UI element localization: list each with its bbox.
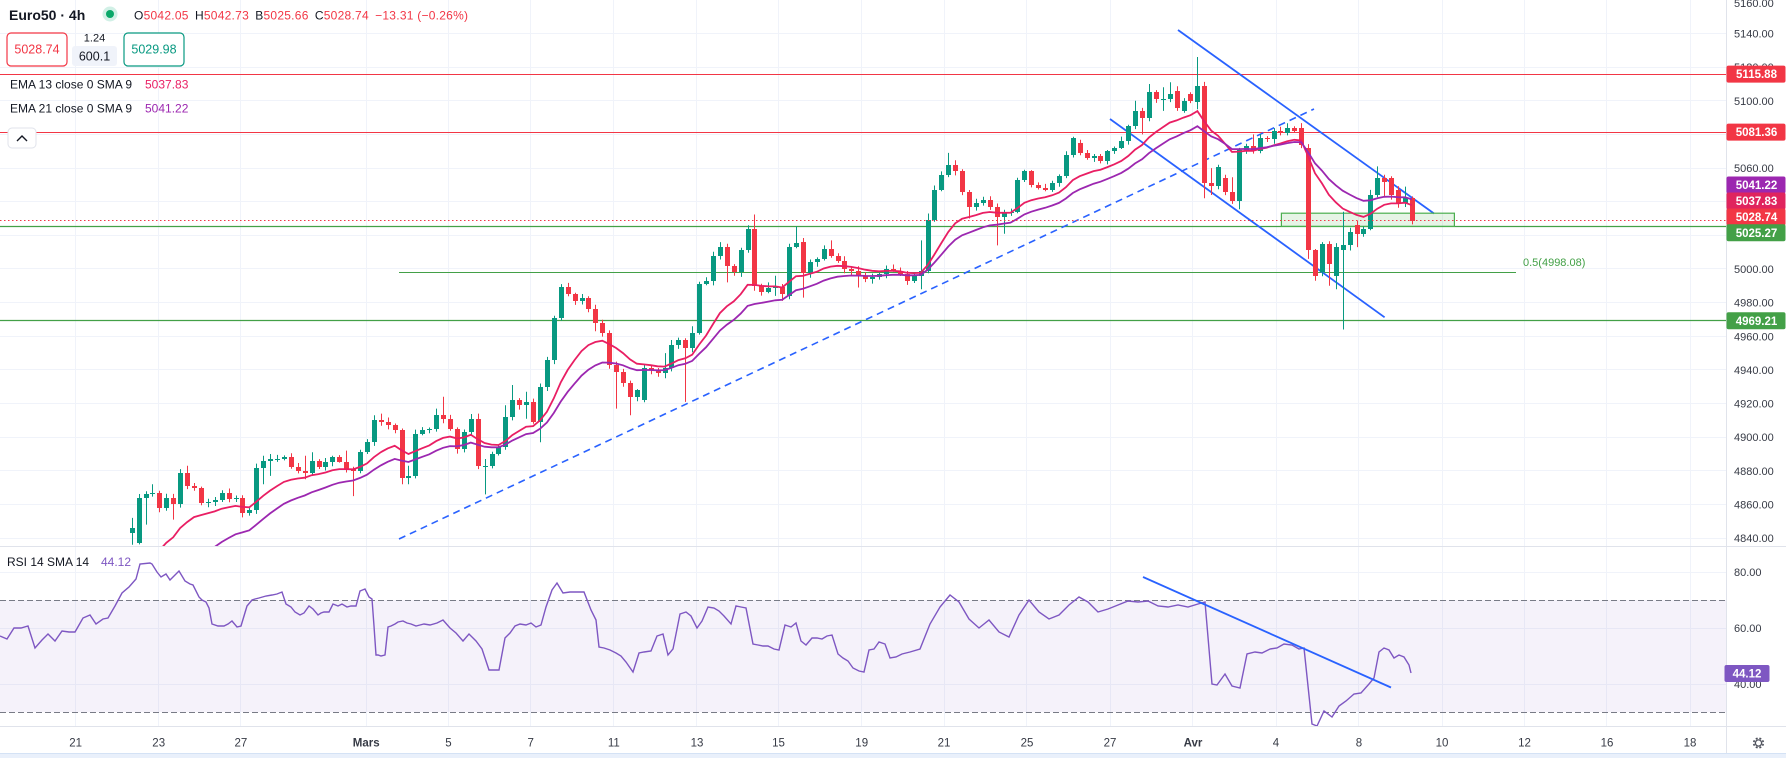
svg-text:21: 21 (938, 738, 951, 750)
svg-text:5100.00: 5100.00 (1734, 96, 1774, 108)
svg-text:5029.98: 5029.98 (131, 43, 176, 57)
svg-text:5025.27: 5025.27 (1736, 228, 1778, 240)
svg-text:4: 4 (1273, 738, 1280, 750)
svg-text:5037.83: 5037.83 (145, 78, 189, 92)
svg-text:4960.00: 4960.00 (1734, 331, 1774, 343)
svg-text:60.00: 60.00 (1734, 623, 1762, 635)
svg-text:5060.00: 5060.00 (1734, 163, 1774, 175)
svg-text:80.00: 80.00 (1734, 567, 1762, 579)
svg-text:4900.00: 4900.00 (1734, 432, 1774, 444)
svg-text:RSI 14 SMA 14: RSI 14 SMA 14 (7, 555, 89, 569)
svg-text:600.1: 600.1 (79, 50, 110, 64)
svg-text:13: 13 (691, 738, 704, 750)
svg-text:19: 19 (855, 738, 868, 750)
svg-text:5028.74: 5028.74 (14, 43, 59, 57)
svg-text:5081.36: 5081.36 (1736, 127, 1778, 139)
svg-text:12: 12 (1518, 738, 1531, 750)
svg-text:10: 10 (1436, 738, 1449, 750)
svg-text:4840.00: 4840.00 (1734, 533, 1774, 545)
svg-text:11: 11 (608, 738, 620, 750)
svg-text:EMA 13 close 0 SMA 9: EMA 13 close 0 SMA 9 (10, 78, 132, 92)
svg-text:44.12: 44.12 (101, 555, 131, 569)
svg-text:4969.21: 4969.21 (1736, 316, 1778, 328)
svg-text:8: 8 (1356, 738, 1362, 750)
svg-text:40.00: 40.00 (1734, 679, 1762, 691)
svg-text:27: 27 (235, 738, 248, 750)
svg-text:44.12: 44.12 (1733, 669, 1762, 681)
svg-text:5041.22: 5041.22 (1736, 180, 1778, 192)
svg-text:15: 15 (772, 738, 785, 750)
svg-text:23: 23 (152, 738, 165, 750)
svg-text:5160.00: 5160.00 (1734, 0, 1774, 10)
svg-text:O5042.05 H5042.73 B5025.66 C50: O5042.05 H5042.73 B5025.66 C5028.74 −13.… (134, 9, 468, 23)
svg-text:5028.74: 5028.74 (1736, 212, 1778, 224)
svg-text:Euro50 · 4h: Euro50 · 4h (9, 7, 85, 23)
svg-text:5041.22: 5041.22 (145, 102, 189, 116)
svg-text:18: 18 (1684, 738, 1697, 750)
svg-text:21: 21 (69, 738, 82, 750)
svg-text:Mars: Mars (353, 738, 380, 750)
svg-text:Avr: Avr (1184, 738, 1203, 750)
svg-text:27: 27 (1104, 738, 1117, 750)
svg-text:5000.00: 5000.00 (1734, 264, 1774, 276)
svg-text:4860.00: 4860.00 (1734, 500, 1774, 512)
svg-text:4980.00: 4980.00 (1734, 298, 1774, 310)
svg-text:7: 7 (527, 738, 533, 750)
svg-text:25: 25 (1021, 738, 1034, 750)
svg-text:1.24: 1.24 (84, 33, 105, 45)
svg-text:4940.00: 4940.00 (1734, 365, 1774, 377)
svg-text:4920.00: 4920.00 (1734, 399, 1774, 411)
svg-text:5037.83: 5037.83 (1736, 196, 1778, 208)
svg-text:16: 16 (1601, 738, 1614, 750)
svg-text:5: 5 (445, 738, 451, 750)
svg-text:5140.00: 5140.00 (1734, 29, 1774, 41)
svg-text:0.5(4998.08): 0.5(4998.08) (1523, 257, 1585, 269)
svg-text:5115.88: 5115.88 (1736, 69, 1778, 81)
svg-text:4880.00: 4880.00 (1734, 466, 1774, 478)
svg-text:EMA 21 close 0 SMA 9: EMA 21 close 0 SMA 9 (10, 102, 132, 116)
